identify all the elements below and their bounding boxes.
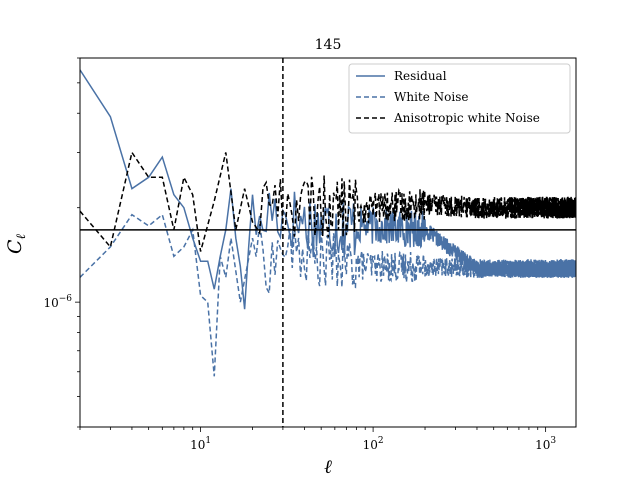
x-tick-label: 102 [363, 436, 384, 452]
x-tick-label: 103 [535, 436, 556, 452]
legend-label: White Noise [394, 90, 468, 104]
x-tick-label: 101 [190, 436, 211, 452]
y-axis-label-main: C [4, 239, 26, 254]
legend-box [348, 63, 571, 134]
chart-title: 145 [315, 37, 342, 53]
legend-label: Anisotropic white Noise [393, 111, 540, 125]
reference-lines [80, 58, 576, 427]
y-axis-label-subscript: ℓ [14, 233, 29, 239]
series-layer [80, 69, 576, 377]
plot-frame [79, 57, 577, 428]
y-axis-label: Cℓ [4, 233, 29, 254]
y-axis: 10−6 [43, 57, 80, 428]
x-axis: 101 102 103 [79, 427, 556, 452]
series-line-white-noise [80, 213, 576, 377]
series-line-anisotropic-white-noise [80, 150, 576, 252]
legend-label: Residual [394, 69, 447, 83]
legend: Residual White Noise Anisotropic white Noi… [348, 63, 571, 134]
y-tick-label: 10−6 [43, 294, 72, 310]
x-axis-label: ℓ [324, 456, 332, 478]
